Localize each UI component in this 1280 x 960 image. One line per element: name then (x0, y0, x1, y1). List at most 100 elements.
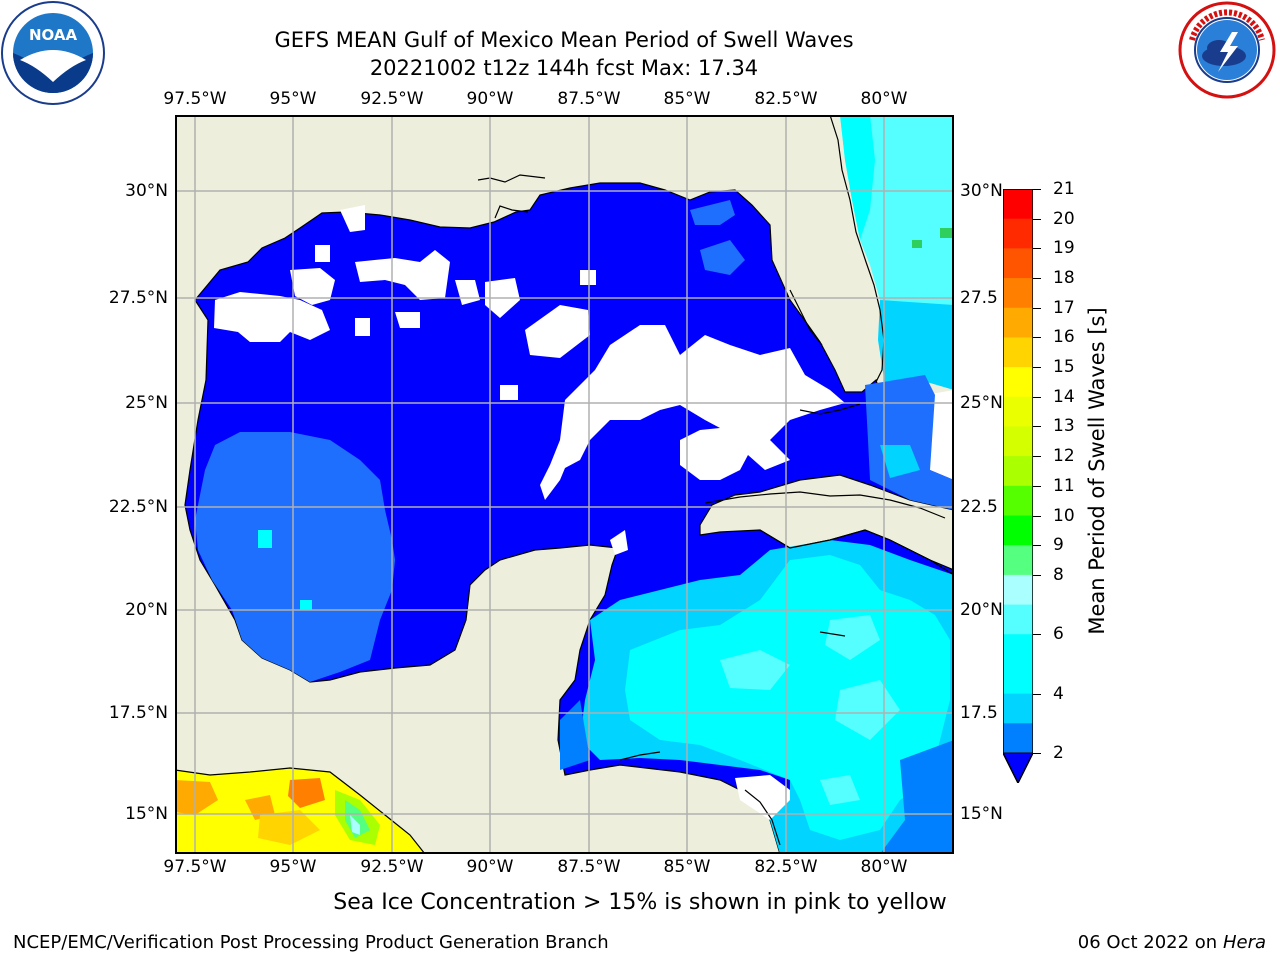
colorbar-tick-mark (1033, 307, 1041, 309)
lon-tick: 80°W (860, 857, 908, 877)
colorbar-tick-mark (1033, 278, 1041, 280)
footer-machine: Hera (1222, 932, 1266, 953)
colorbar-tick-label: 9 (1053, 535, 1064, 556)
noaa-wordmark: NOAA (29, 26, 78, 44)
colorbar-extend-arrow (1002, 752, 1034, 785)
colorbar-band (1003, 485, 1033, 517)
noaa-logo: NOAA (1, 1, 105, 105)
lon-tick: 95°W (269, 857, 317, 877)
colorbar-band (1003, 723, 1033, 754)
colorbar-tick-label: 11 (1053, 475, 1075, 496)
colorbar-band (1003, 456, 1033, 487)
colorbar-tick-mark (1033, 396, 1041, 398)
colorbar-band (1003, 307, 1033, 338)
colorbar-tick-mark (1033, 456, 1041, 458)
colorbar-band (1003, 515, 1033, 546)
lat-tick: 17.5 (960, 703, 998, 723)
lat-tick: 15°N (125, 804, 168, 824)
footer-credit: NCEP/EMC/Verification Post Processing Pr… (13, 932, 609, 953)
colorbar-tick-mark (1033, 753, 1041, 754)
colorbar-scale (1002, 188, 1034, 785)
colorbar-tick-label: 4 (1053, 683, 1064, 704)
lon-tick: 87.5°W (557, 857, 621, 877)
colorbar-tick-label: 12 (1053, 446, 1075, 467)
sea-ice-note: Sea Ice Concentration > 15% is shown in … (333, 890, 947, 915)
lat-tick: 27.5°N (108, 288, 168, 308)
colorbar-tick-label: 10 (1053, 505, 1075, 526)
colorbar-label: Mean Period of Swell Waves [s] (1085, 307, 1109, 635)
lon-tick: 90°W (466, 89, 514, 109)
lon-tick: 95°W (269, 89, 317, 109)
lat-tick: 30°N (960, 181, 1003, 201)
colorbar-band (1003, 426, 1033, 457)
no-data-patches (214, 205, 954, 820)
colorbar-tick-mark (1033, 515, 1041, 517)
nws-logo (1178, 1, 1276, 99)
colorbar-tick-mark (1033, 367, 1041, 369)
colorbar-tick-mark (1033, 189, 1041, 190)
colorbar-band (1003, 248, 1033, 279)
western-gulf-region (195, 432, 395, 682)
colorbar-tick-mark (1033, 485, 1041, 487)
colorbar-tick-label: 18 (1053, 268, 1075, 289)
colorbar-band (1003, 545, 1033, 576)
colorbar-band (1003, 574, 1033, 606)
colorbar-tick-mark (1033, 693, 1041, 695)
lat-tick: 20°N (125, 600, 168, 620)
colorbar-band (1003, 367, 1033, 398)
lon-tick: 97.5°W (163, 89, 227, 109)
colorbar-tick-label: 14 (1053, 386, 1075, 407)
colorbar-tick-mark (1033, 248, 1041, 250)
lat-tick: 30°N (125, 181, 168, 201)
colorbar-tick-label: 19 (1053, 238, 1075, 259)
footer-date: 06 Oct 2022 on Hera (1078, 932, 1266, 953)
colorbar-tick-label: 2 (1053, 743, 1064, 763)
colorbar-band (1003, 396, 1033, 427)
lat-tick: 22.5°N (108, 497, 168, 517)
lon-tick: 82.5°W (754, 89, 818, 109)
colorbar-tick-mark (1033, 426, 1041, 428)
lat-tick: 17.5°N (108, 703, 168, 723)
colorbar-band (1003, 693, 1033, 724)
colorbar-tick-mark (1033, 218, 1041, 220)
colorbar-tick-label: 16 (1053, 327, 1075, 348)
lon-tick: 85°W (663, 857, 711, 877)
colorbar-tick-mark (1033, 634, 1041, 636)
colorbar-tick-mark (1033, 545, 1041, 547)
gulf-map (175, 115, 954, 854)
colorbar-band (1003, 663, 1033, 695)
lat-tick: 15°N (960, 804, 1003, 824)
colorbar-tick-label: 17 (1053, 297, 1075, 318)
lat-tick: 20°N (960, 600, 1003, 620)
lat-tick: 27.5 (960, 288, 998, 308)
lon-tick: 87.5°W (557, 89, 621, 109)
lon-tick: 92.5°W (360, 857, 424, 877)
colorbar (1002, 188, 1034, 785)
colorbar-tick-label: 21 (1053, 179, 1075, 199)
colorbar-band (1003, 278, 1033, 309)
colorbar-tick-label: 8 (1053, 564, 1064, 585)
lon-tick: 97.5°W (163, 857, 227, 877)
colorbar-band (1003, 604, 1033, 635)
colorbar-band (1003, 337, 1033, 368)
colorbar-band (1003, 189, 1033, 220)
footer-date-text: 06 Oct 2022 on (1077, 932, 1223, 953)
chart-title: GEFS MEAN Gulf of Mexico Mean Period of … (274, 28, 854, 52)
colorbar-tick-label: 15 (1053, 357, 1075, 378)
lon-tick: 85°W (663, 89, 711, 109)
colorbar-tick-mark (1033, 574, 1041, 576)
chart-subtitle: 20221002 t12z 144h fcst Max: 17.34 (369, 56, 759, 80)
lat-tick: 25°N (125, 393, 168, 413)
lat-tick: 22.5 (960, 497, 998, 517)
lon-tick: 80°W (860, 89, 908, 109)
colorbar-tick-label: 6 (1053, 624, 1064, 645)
colorbar-band (1003, 634, 1033, 665)
lon-tick: 90°W (466, 857, 514, 877)
colorbar-tick-mark (1033, 337, 1041, 339)
colorbar-tick-label: 13 (1053, 416, 1075, 437)
lat-tick: 25°N (960, 393, 1003, 413)
lon-tick: 92.5°W (360, 89, 424, 109)
graticule (175, 115, 954, 854)
colorbar-tick-label: 20 (1053, 208, 1075, 229)
lon-tick: 82.5°W (754, 857, 818, 877)
